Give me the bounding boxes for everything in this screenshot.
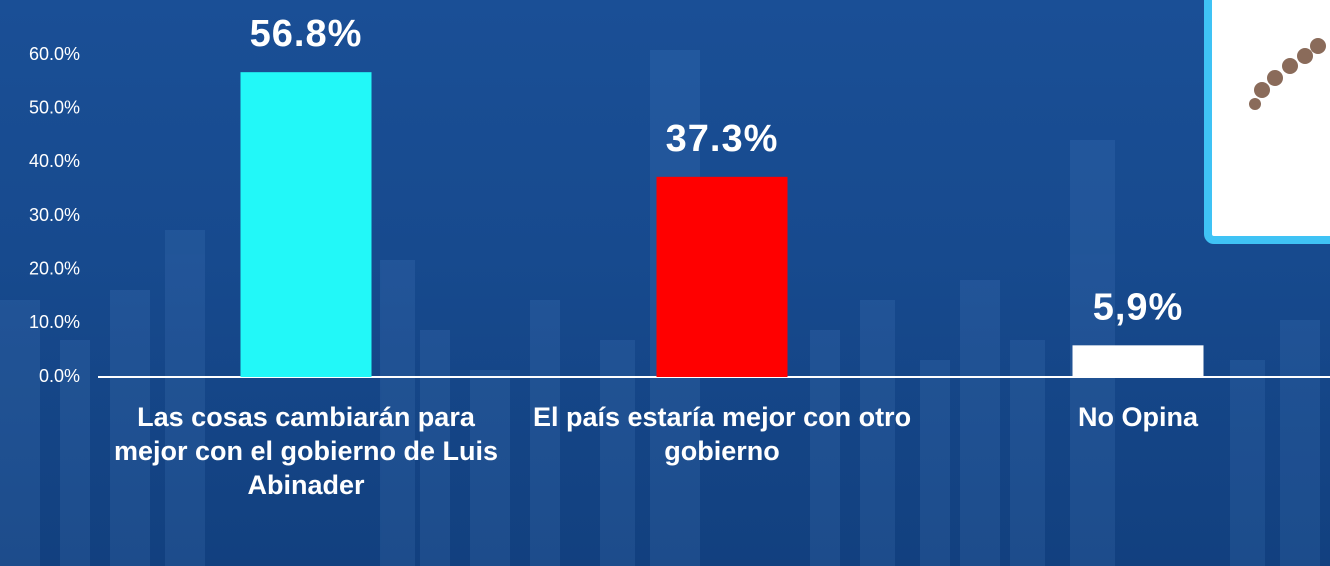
x-tick-label: Las cosas cambiarán para mejor con el go… [113, 402, 499, 500]
y-tick-label: 60.0% [29, 44, 80, 64]
y-tick-label: 20.0% [29, 258, 80, 278]
photo-crowd [1249, 38, 1326, 110]
photo-frame [1204, 0, 1330, 244]
y-tick-label: 40.0% [29, 151, 80, 171]
value-label: 37.3% [666, 118, 779, 160]
background-decoration [0, 50, 1320, 566]
y-tick-label: 10.0% [29, 312, 80, 332]
bar [656, 176, 788, 377]
bar [240, 72, 372, 377]
x-tick-label: El país estaría mejor con otro gobierno [532, 402, 912, 466]
value-label: 56.8% [250, 13, 363, 55]
y-tick-label: 30.0% [29, 205, 80, 225]
x-tick-label: No Opina [1078, 402, 1198, 432]
bar [1072, 345, 1204, 377]
y-tick-label: 0.0% [39, 366, 80, 386]
value-label: 5,9% [1093, 286, 1184, 328]
y-tick-label: 50.0% [29, 97, 80, 117]
